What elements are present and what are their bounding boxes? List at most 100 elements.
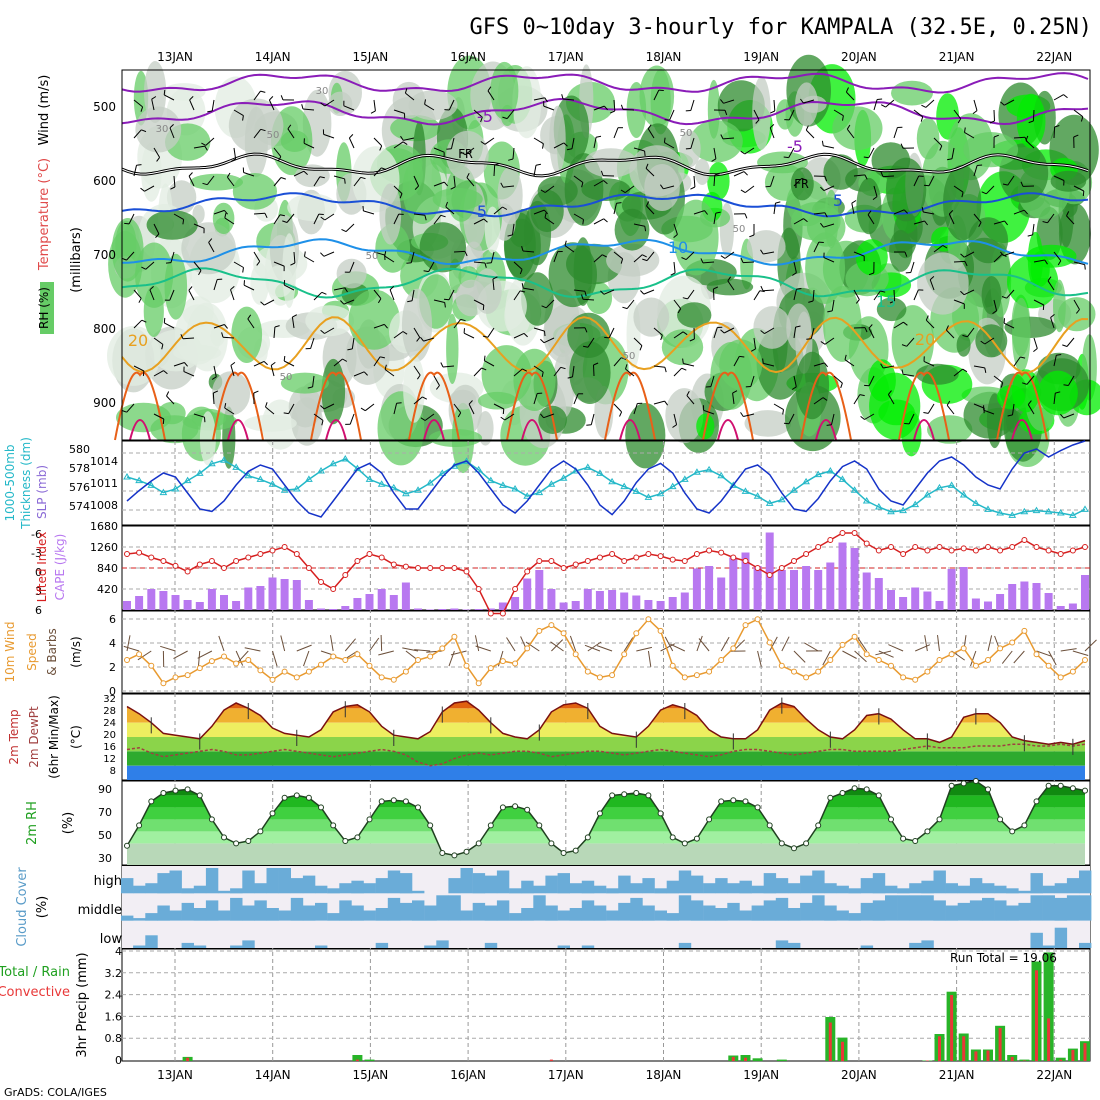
wind-barb bbox=[831, 299, 835, 311]
li-line-marker bbox=[609, 551, 616, 557]
cloud-middle-bar bbox=[933, 900, 946, 921]
wind-barb-flag bbox=[981, 191, 987, 195]
cloud-units-label: (%) bbox=[35, 896, 50, 919]
wind-barb bbox=[773, 403, 784, 411]
wind-barb bbox=[348, 137, 355, 149]
wind-barb-flag bbox=[644, 226, 647, 232]
wind-barb bbox=[663, 185, 675, 190]
wind-barb-flag bbox=[141, 266, 147, 270]
cape-bar bbox=[511, 597, 520, 610]
wind10-barb bbox=[970, 650, 977, 667]
wind-barb-flag bbox=[253, 390, 259, 394]
wind-barb bbox=[533, 137, 544, 145]
wind-barb-flag bbox=[791, 386, 797, 390]
wind-barb-flag bbox=[1020, 181, 1024, 187]
wind-barb-flag bbox=[207, 110, 213, 113]
wind-barb-flag bbox=[681, 367, 687, 371]
wind-barb bbox=[564, 245, 575, 253]
li-line-marker bbox=[342, 572, 349, 578]
wind-barb bbox=[645, 168, 655, 177]
wind-barb bbox=[946, 329, 955, 339]
wind-barb bbox=[504, 413, 515, 421]
wind-barb bbox=[487, 327, 495, 338]
wind-barb-flag bbox=[663, 137, 666, 143]
cloud-low-bar bbox=[484, 942, 498, 948]
cloud-middle-bar bbox=[533, 895, 546, 921]
li-line-marker bbox=[475, 586, 482, 592]
wind10-tick: 6 bbox=[109, 613, 116, 626]
cloud-low-bar bbox=[1054, 927, 1068, 948]
precip-conv-bar bbox=[1022, 1060, 1026, 1061]
cape-bar bbox=[620, 592, 629, 610]
wind-barb bbox=[188, 175, 195, 187]
cloud-high-bar bbox=[387, 870, 401, 894]
wind10-speed-line-marker bbox=[1021, 627, 1028, 634]
wind-barb bbox=[702, 261, 715, 264]
wind-barb bbox=[373, 251, 385, 256]
cape-bar bbox=[632, 595, 641, 610]
rh-shade bbox=[379, 183, 402, 245]
wind-barb-flag bbox=[211, 376, 217, 380]
wind10-barb bbox=[842, 650, 857, 659]
precip-total-bar bbox=[1019, 1059, 1030, 1061]
wind-barb bbox=[413, 213, 425, 216]
rh-shade bbox=[706, 278, 754, 296]
minmax-axis-label: (6hr Min/Max) bbox=[47, 695, 61, 779]
wind-barb-flag bbox=[189, 96, 194, 101]
precip-conv-bar bbox=[731, 1056, 735, 1061]
wind-barb bbox=[1007, 175, 1015, 186]
wind10-barb bbox=[875, 650, 892, 656]
cloud-middle-bar bbox=[496, 900, 510, 921]
cloud-high-bar bbox=[290, 878, 304, 894]
cloud-middle-bar bbox=[897, 895, 910, 921]
cape-bar bbox=[814, 570, 823, 610]
wind-barb-flag bbox=[270, 361, 276, 366]
wind-barb-flag bbox=[265, 402, 268, 408]
cloud-middle-bar bbox=[788, 908, 801, 921]
wind-barb bbox=[1027, 404, 1035, 415]
wind-barb-flag bbox=[923, 412, 929, 414]
wind-barb bbox=[393, 141, 404, 149]
cloud-middle-bar bbox=[205, 900, 219, 921]
wind10-speed-line-marker bbox=[354, 651, 361, 658]
cloud-low-bar bbox=[145, 935, 158, 948]
wind10-speed-line-marker bbox=[900, 674, 907, 681]
wind-barb bbox=[693, 175, 696, 188]
cloud-high-bar bbox=[690, 875, 704, 894]
cloud-middle-bar bbox=[994, 900, 1007, 921]
cape-bar bbox=[583, 589, 592, 610]
wind-barb bbox=[805, 129, 815, 139]
cloud-middle-bar bbox=[169, 910, 182, 921]
cape-bar bbox=[959, 567, 968, 610]
cape-bar bbox=[280, 579, 289, 610]
li-line-marker bbox=[148, 554, 155, 561]
wind-barb-flag bbox=[921, 104, 927, 108]
cloud-level-label: high bbox=[94, 874, 122, 889]
wind10-barb bbox=[450, 650, 467, 656]
wind-barb-flag bbox=[320, 329, 325, 334]
wind-barb bbox=[286, 213, 295, 223]
contour-label: -5 bbox=[787, 137, 803, 156]
rh2m-line-marker bbox=[912, 838, 919, 844]
rh2m-line-marker bbox=[839, 790, 846, 796]
rh-shade bbox=[146, 210, 198, 240]
cloud-middle-bar bbox=[909, 895, 922, 921]
wind-barb-flag bbox=[163, 370, 168, 375]
wind-barb bbox=[953, 260, 966, 263]
wind-barb bbox=[673, 331, 684, 339]
wind-barb bbox=[253, 251, 261, 262]
wind10-barb bbox=[197, 650, 201, 667]
wind-barb-flag bbox=[226, 172, 231, 178]
rh-band bbox=[127, 807, 1085, 820]
cloud-high-bar bbox=[339, 883, 352, 894]
wind-barb-flag bbox=[466, 172, 470, 178]
wind-barb bbox=[323, 403, 335, 410]
wind-barb bbox=[323, 251, 335, 257]
isotherm-30 bbox=[129, 419, 151, 441]
wind-barb-flag bbox=[360, 176, 366, 180]
rh-shade bbox=[336, 258, 367, 289]
wind-barb-flag bbox=[269, 96, 274, 101]
wind-barb-flag bbox=[483, 355, 486, 361]
rh-legend-swatch bbox=[40, 282, 54, 334]
rh-shade bbox=[328, 91, 353, 117]
